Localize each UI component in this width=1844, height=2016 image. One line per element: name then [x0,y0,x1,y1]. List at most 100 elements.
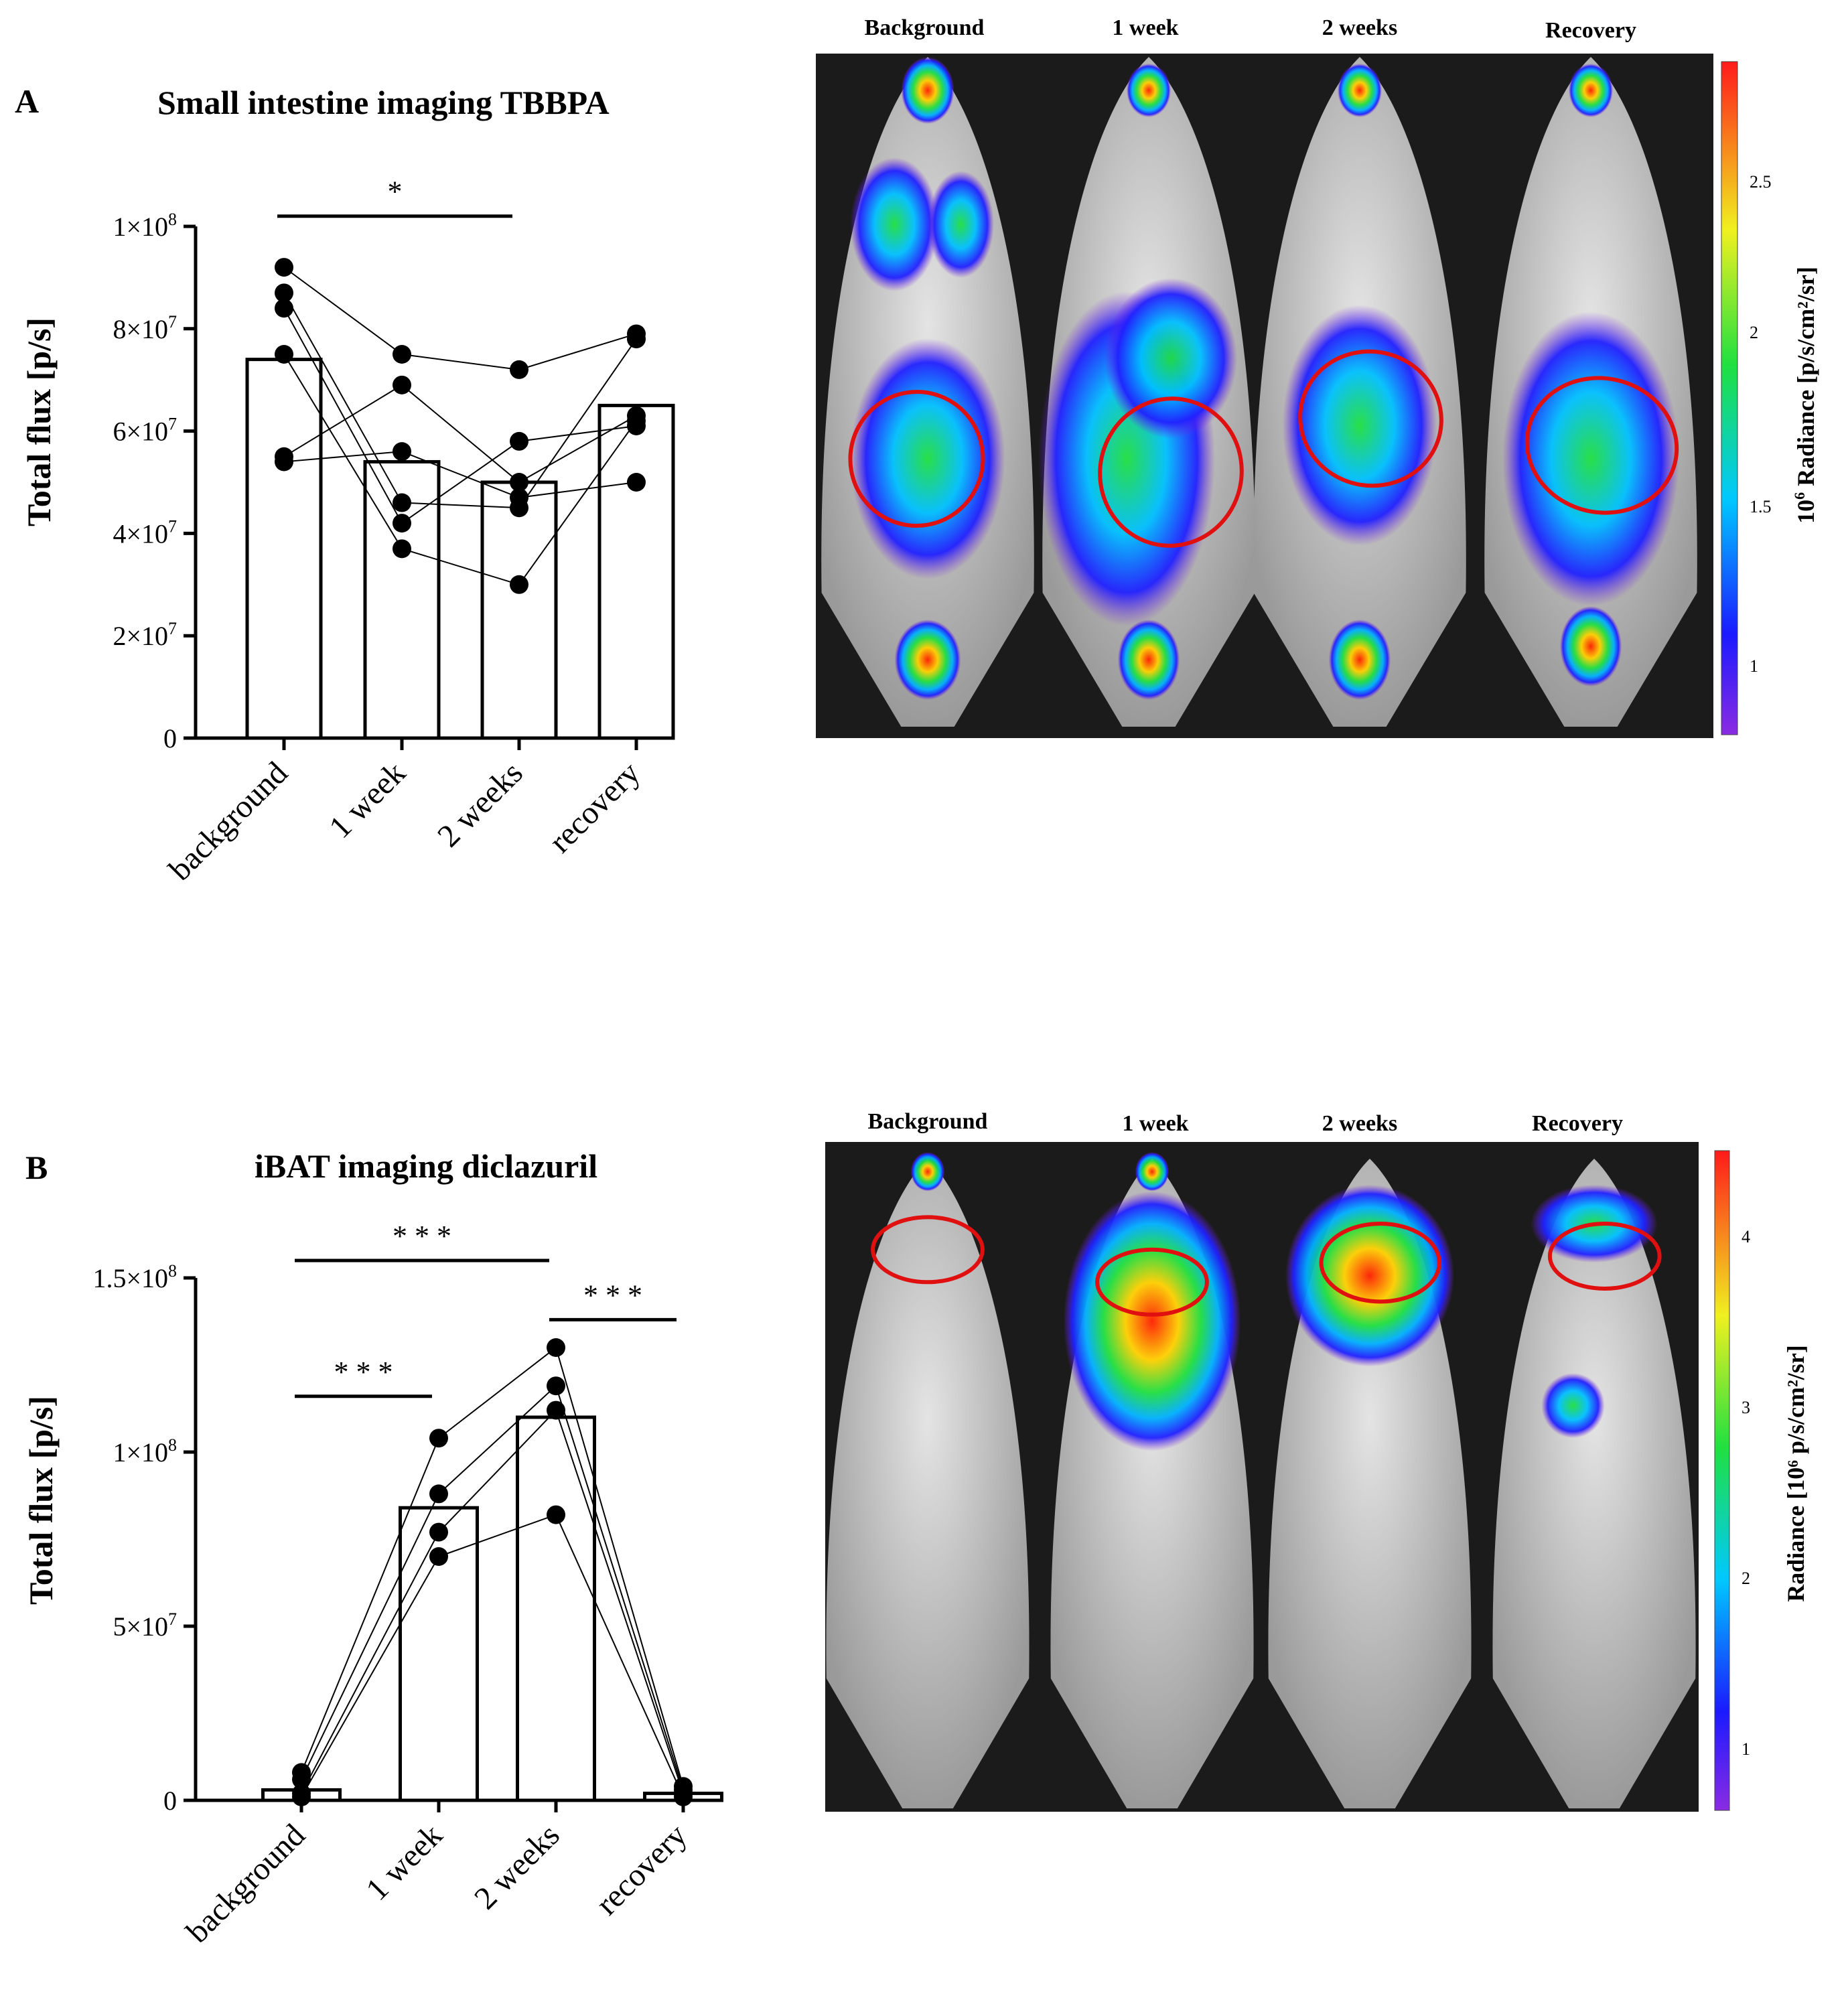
image-a-col-label: Recovery [1545,18,1636,43]
y-tick-label-exp: 7 [168,619,177,638]
data-point [674,1787,693,1806]
image-b-col-label: Background [868,1109,988,1134]
data-point [627,473,646,492]
data-point [510,360,528,379]
data-point [510,575,528,594]
bar [245,358,323,740]
y-tick-label-base: 8×10 [113,314,168,344]
roi-ellipse [1095,1247,1209,1317]
roi-ellipse [848,390,985,528]
roi-ellipse [1319,1222,1441,1304]
data-point [393,375,411,394]
y-tick-label: 0 [163,1786,177,1816]
chart-b-title: iBAT imaging diclazuril [255,1147,597,1185]
y-tick-label: 8×107 [113,312,177,344]
data-point [275,283,293,303]
mouse-image [1492,1159,1696,1808]
x-tick-label: recovery [543,755,647,859]
chart-b-ylabel: Total flux [p/s] [22,1396,60,1605]
roi-ellipse [1298,349,1443,488]
colorbar-b-tick: 2 [1742,1569,1750,1588]
subject-line [301,1346,684,1787]
y-tick-label-exp: 8 [168,210,177,229]
y-tick-label-exp: 7 [168,415,177,434]
y-tick-label-exp: 7 [168,1609,177,1629]
subject-line [301,1384,684,1790]
image-b-col-label: 2 weeks [1322,1111,1397,1136]
x-tick-label: background [162,755,295,887]
signal-blob [1569,64,1613,117]
y-tick-label-base: 5×10 [113,1611,168,1642]
y-tick-label-exp: 8 [168,1435,177,1455]
mouse-image [1038,57,1255,727]
mouse-image [826,1152,1030,1808]
data-point [429,1429,448,1448]
data-point [429,1522,448,1542]
x-tick-label: 2 weeks [468,1817,567,1916]
bar [597,403,675,740]
colorbar-b-tick: 4 [1742,1227,1750,1246]
colorbar-b-tick: 3 [1742,1398,1750,1417]
data-point [627,330,646,349]
bar [480,480,558,740]
signal-blob [1328,620,1391,700]
significance-label: * * * [334,1356,393,1388]
significance-label: * [388,175,403,208]
data-point [547,1505,565,1524]
y-tick-label: 1.5×108 [92,1261,177,1293]
signal-blob [1338,64,1382,117]
data-point [510,473,528,492]
imaging-panel-a: Background 1 week 2 weeks Recovery 2.5 2… [816,15,1819,738]
signal-blob [1541,1373,1605,1439]
mouse-image [1253,57,1466,727]
colorbar-b [1714,1150,1730,1811]
subject-line [283,451,637,498]
signal-blob [850,157,939,291]
x-tick-label: 2 weeks [431,755,530,854]
colorbar-b-label: Radiance [10⁶ p/s/cm²/sr] [1782,1345,1809,1602]
y-tick-label: 6×107 [113,415,177,447]
bar [516,1415,596,1802]
data-point [393,345,411,364]
x-tick-label: 1 week [322,755,413,845]
signal-blob [1063,1191,1241,1451]
y-tick-label-base: 1.5×10 [92,1263,168,1293]
mouse-image [821,57,1034,727]
data-point [510,488,528,507]
y-tick-label-base: 1×10 [113,212,168,242]
colorbar-b-tick: 1 [1742,1739,1750,1759]
data-point [429,1547,448,1566]
image-a-col-label: 2 weeks [1322,15,1397,40]
significance-label: * * * [393,1220,451,1252]
roi-ellipse [1524,376,1679,515]
image-a-col-label: 1 week [1112,15,1178,40]
data-point [275,299,293,318]
imaging-panel-b: Background 1 week 2 weeks Recovery 4 3 2… [825,1109,1809,1812]
image-a-col-label: Background [865,15,985,40]
signal-blob [1135,1152,1169,1192]
signal-blob [1559,606,1622,687]
mouse-image [1268,1159,1472,1808]
y-tick-label-base: 1×10 [113,1437,168,1467]
y-tick-label-exp: 7 [168,312,177,332]
chart-a-ylabel: Total flux [p/s] [20,317,58,526]
data-point [275,345,293,364]
subject-line [301,1409,684,1794]
chart-a-title: Small intestine imaging TBBPA [157,84,610,121]
roi-ellipse [1098,397,1244,548]
data-point [292,1770,311,1789]
data-point [547,1376,565,1396]
image-b-col-label: 1 week [1122,1111,1188,1136]
subject-line [283,292,637,509]
y-tick-label: 4×107 [113,516,177,549]
y-tick-label-base: 6×10 [113,417,168,447]
y-tick-label: 5×107 [113,1609,177,1642]
y-tick-label-exp: 8 [168,1261,177,1281]
signal-blob [1117,620,1180,700]
signal-blob [1285,1184,1454,1367]
y-tick-label: 0 [163,723,177,753]
y-tick-label-base: 4×10 [113,518,168,549]
y-tick-label: 2×107 [113,619,177,651]
signal-blob [894,620,961,700]
x-tick-label: recovery [589,1817,694,1922]
